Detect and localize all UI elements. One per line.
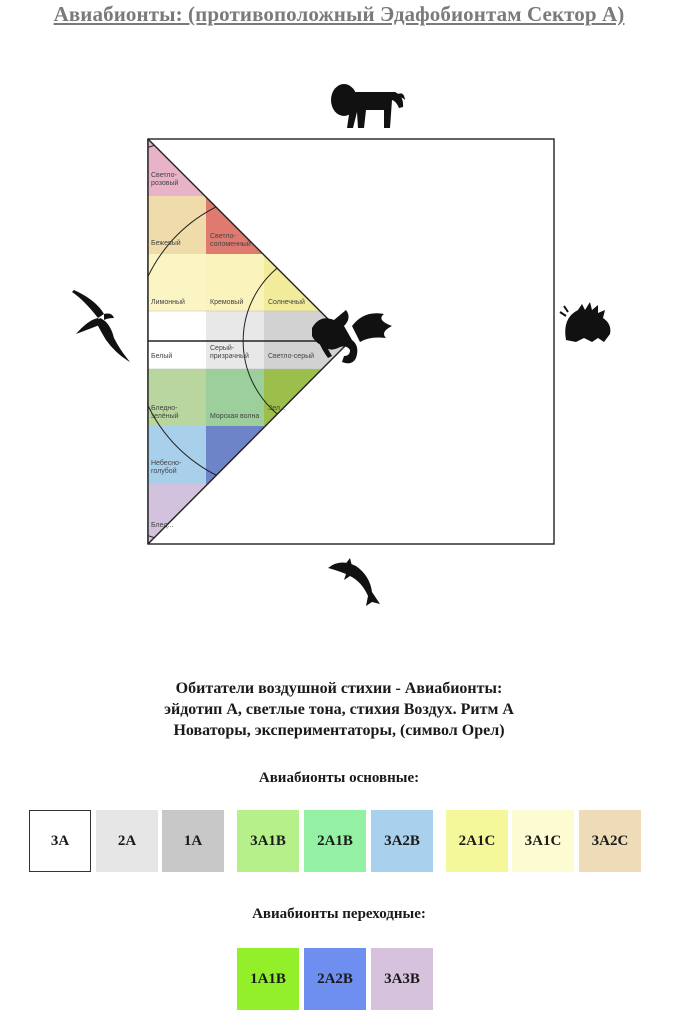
- color-sector-diagram: Светло-розовый Бежевый Светло-соломенный…: [72, 84, 611, 606]
- cell-label-line: Серый-: [210, 344, 235, 352]
- cell-label-line: Светло-серый: [268, 352, 314, 360]
- cell-label-line: Блед...: [151, 522, 173, 529]
- transitional-heading: Авиабионты переходные:: [252, 906, 426, 922]
- swatch-label: 2A1B: [317, 832, 353, 849]
- swatch-2A: 2A: [96, 810, 158, 872]
- cell-label-line: Светло-: [210, 233, 236, 240]
- cell-white: [148, 311, 206, 369]
- cell-label-line: соломенный: [210, 240, 251, 248]
- lion-icon: [331, 84, 405, 128]
- cell-blue: [206, 426, 264, 484]
- cell-label-line: Светло-: [151, 172, 177, 179]
- cell-label: Серый-призрачный: [210, 344, 249, 360]
- cell-label-line: Лимонный: [151, 298, 185, 306]
- cell-lemon: [148, 254, 206, 311]
- cell-label-line: призрачный: [210, 352, 249, 360]
- cell-label: Морская волна: [210, 413, 259, 420]
- swatch-3A1B: 3A1B: [237, 810, 299, 872]
- swatch-label: 2A1C: [458, 832, 496, 849]
- cell-label-line: Бледно-: [151, 405, 178, 412]
- swatch-1A1B: 1A1B: [237, 948, 299, 1010]
- cell-label: Лимонный: [151, 298, 185, 306]
- cell-label-line: Бежевый: [151, 239, 181, 247]
- cell-label: Светло-соломенный: [210, 233, 251, 248]
- sector-triangle: [148, 139, 350, 544]
- cell-label: Бежевый: [151, 239, 181, 247]
- cell-label: Бледно-зелёный: [151, 405, 179, 420]
- swatch-3A1C: 3A1C: [512, 810, 574, 872]
- cell-label: Блед...: [151, 522, 173, 529]
- swatch-label: 3A3B: [384, 970, 420, 987]
- cell-label-line: Морская волна: [210, 413, 259, 420]
- porcupine-icon: [559, 302, 611, 342]
- description-line: эйдотип А, светлые тона, стихия Воздух. …: [164, 701, 514, 718]
- eagle-icon: [72, 290, 130, 362]
- cell-label: Зел...: [268, 405, 286, 412]
- cell-label: Белый: [151, 352, 172, 360]
- swatch-2A1B: 2A1B: [304, 810, 366, 872]
- cell-pale-green: [148, 369, 206, 426]
- swatch-label: 1A1B: [250, 970, 286, 987]
- swatch-label: 3A2B: [384, 832, 420, 849]
- cell-label-line: Белый: [151, 352, 172, 360]
- swatch-label: 3A1B: [250, 832, 286, 849]
- swatch-1A: 1A: [162, 810, 224, 872]
- cell-beige: [148, 196, 206, 254]
- dolphin-icon: [328, 558, 380, 606]
- swatch-3A3B: 3A3B: [371, 948, 433, 1010]
- swatch-label: 3A2C: [591, 832, 629, 849]
- cell-sea-wave: [206, 369, 264, 426]
- cell-label: Светло-серый: [268, 352, 314, 360]
- cell-label: Кремовый: [210, 298, 243, 306]
- cell-ghost-grey: [206, 311, 264, 369]
- swatch-2A2B: 2A2B: [304, 948, 366, 1010]
- swatch-label: 2A2B: [317, 970, 353, 987]
- swatch-2A1C: 2A1C: [446, 810, 508, 872]
- cell-label: Солнечный: [268, 298, 305, 306]
- cell-sky-blue: [148, 426, 206, 484]
- cell-label-line: Зел...: [268, 405, 286, 412]
- cell-label: Небесно-голубой: [151, 459, 182, 475]
- cell-cream: [206, 254, 264, 311]
- dragon-icon: [312, 310, 392, 364]
- cell-label-line: голубой: [151, 467, 177, 475]
- cell-label-line: Кремовый: [210, 298, 243, 306]
- description-line: Обитатели воздушной стихии - Авиабионты:: [175, 680, 503, 697]
- description-line: Новаторы, экспериментаторы, (символ Орел…: [173, 722, 505, 739]
- page-title: Авиабионты: (противоположный Эдафобионта…: [53, 2, 625, 26]
- basic-heading: Авиабионты основные:: [258, 770, 420, 786]
- cell-label-line: розовый: [151, 179, 178, 187]
- swatch-3A2C: 3A2C: [579, 810, 641, 872]
- cell-label: Светло-розовый: [151, 172, 178, 187]
- cell-label-line: Солнечный: [268, 298, 305, 306]
- swatch-label: 3A: [50, 832, 70, 849]
- description: Обитатели воздушной стихии - Авиабионты:…: [0, 678, 678, 741]
- swatch-label: 2A: [117, 832, 137, 849]
- swatch-3A: 3A: [29, 810, 91, 872]
- swatch-label: 1A: [183, 832, 203, 849]
- cell-label-line: зелёный: [151, 412, 179, 420]
- cell-label-line: Небесно-: [151, 459, 182, 467]
- swatch-label: 3A1C: [524, 832, 562, 849]
- swatch-3A2B: 3A2B: [371, 810, 433, 872]
